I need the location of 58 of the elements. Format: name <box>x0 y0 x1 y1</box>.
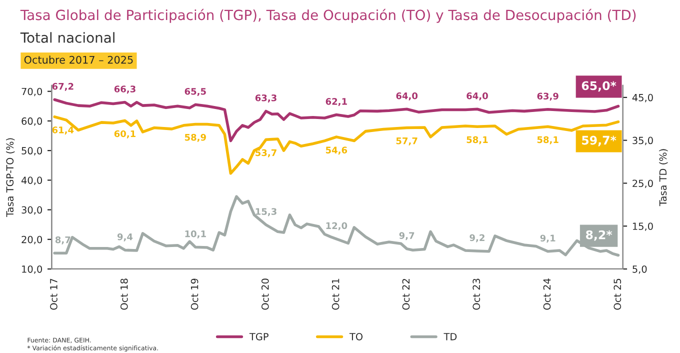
chart-subtitle: Total nacional <box>20 32 114 43</box>
data-label: 64,0 <box>396 92 418 100</box>
y2-tick-label: 45,0 <box>632 94 653 102</box>
data-label: 58,9 <box>184 134 206 142</box>
data-label: 10,1 <box>185 230 206 238</box>
y-tick-label: 70,0 <box>22 88 42 96</box>
data-label: 9,2 <box>470 234 484 242</box>
y2-tick-label: 25,0 <box>632 180 653 188</box>
y-tick-label: 40,0 <box>21 176 42 185</box>
data-label: 63,9 <box>537 92 558 101</box>
y2-tick-label: 15,0 <box>632 222 653 231</box>
data-label: 59,7* <box>582 136 616 146</box>
data-label: 15,3 <box>256 208 276 216</box>
x-tick-label: Oct 18 <box>120 278 128 310</box>
y-tick-label: 30,0 <box>22 206 42 215</box>
x-tick-label: Oct 17 <box>50 278 58 310</box>
data-label: 64,0 <box>466 92 488 100</box>
data-label: 60,1 <box>114 130 136 138</box>
y-tick-label: 60,0 <box>22 117 42 126</box>
y2-tick-label: 35,0 <box>632 136 653 146</box>
y-tick-label: 50,0 <box>22 147 42 156</box>
data-label: 53,7 <box>256 149 276 158</box>
x-tick-label: Oct 20 <box>261 278 269 310</box>
data-label: 12,0 <box>326 222 348 230</box>
y-tick-label: 20,0 <box>22 236 42 244</box>
data-label: 61,4 <box>52 126 74 134</box>
data-label: 65,5 <box>184 88 206 96</box>
x-tick-label: Oct 24 <box>543 278 551 310</box>
data-label: 9,4 <box>117 233 133 242</box>
data-label: 9,1 <box>540 234 556 243</box>
x-tick-label: Oct 22 <box>402 278 410 310</box>
data-label: 63,3 <box>255 94 276 102</box>
legend-label: TO <box>349 332 363 340</box>
chart-title: Tasa Global de Participación (TGP), Tasa de Ocupación (TO) y Tasa de Desocupación (TD) <box>20 8 636 23</box>
x-tick-label: Oct 21 <box>332 278 340 310</box>
y-axis-title: Tasa TGP-TO (%) <box>6 138 15 218</box>
x-tick-label: Oct 25 <box>614 278 622 310</box>
text: Octubre 2017 – 2025 <box>24 56 133 64</box>
data-label: 65,0* <box>582 81 616 92</box>
data-label: 58,1 <box>537 136 558 144</box>
legend-label: TGP <box>249 332 268 340</box>
data-label: 57,7 <box>396 138 418 146</box>
line-series <box>53 115 620 175</box>
y2-tick-label: 5,0 <box>632 265 647 274</box>
data-label: 58,1 <box>466 136 488 144</box>
x-tick-label: Oct 23 <box>472 278 480 310</box>
data-label: 66,3 <box>114 86 136 94</box>
data-label: 54,6 <box>326 146 348 155</box>
y2-axis-title: Tasa TD (%) <box>659 149 668 206</box>
line-series <box>53 195 620 257</box>
legend-label: TD <box>444 333 457 340</box>
data-label: 67,2 <box>52 82 74 91</box>
data-label: 8,7 <box>55 236 70 244</box>
data-label: 9,7 <box>399 232 414 240</box>
data-label: 8,2* <box>586 230 612 241</box>
data-label: 62,1 <box>326 98 347 106</box>
y-tick-label: 10,0 <box>22 265 42 274</box>
x-tick-label: Oct 19 <box>190 278 198 310</box>
